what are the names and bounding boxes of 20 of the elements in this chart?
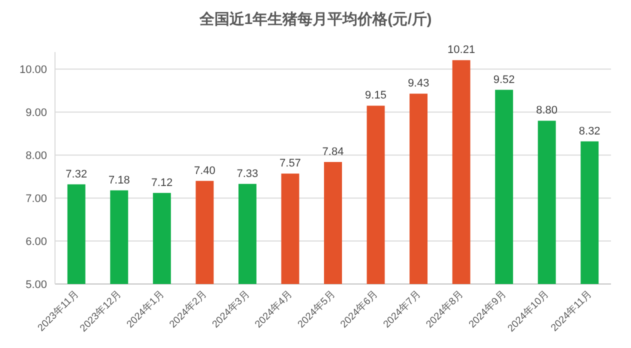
data-label: 9.43 [408,78,430,90]
y-tick-label: 8.00 [26,150,47,162]
data-label: 7.40 [194,164,216,177]
data-label: 7.33 [236,168,258,180]
y-tick-label: 7.00 [26,192,47,205]
y-tick-label: 9.00 [26,107,47,119]
data-label: 9.15 [365,90,386,102]
y-tick-label: 5.00 [26,278,47,291]
data-label: 9.52 [493,74,515,86]
y-tick-label: 6.00 [26,236,47,248]
data-label: 7.32 [66,168,88,180]
data-label: 10.21 [448,44,476,56]
data-label: 7.57 [280,158,301,170]
data-label: 8.80 [536,104,558,117]
data-label: 8.32 [578,125,600,138]
data-label: 7.18 [108,174,130,186]
data-label: 7.84 [322,146,344,158]
chart-title: 全国近1年生猪每月平均价格(元/斤) [198,11,432,28]
data-label: 7.12 [151,176,173,189]
y-tick-label: 10.00 [19,64,47,76]
